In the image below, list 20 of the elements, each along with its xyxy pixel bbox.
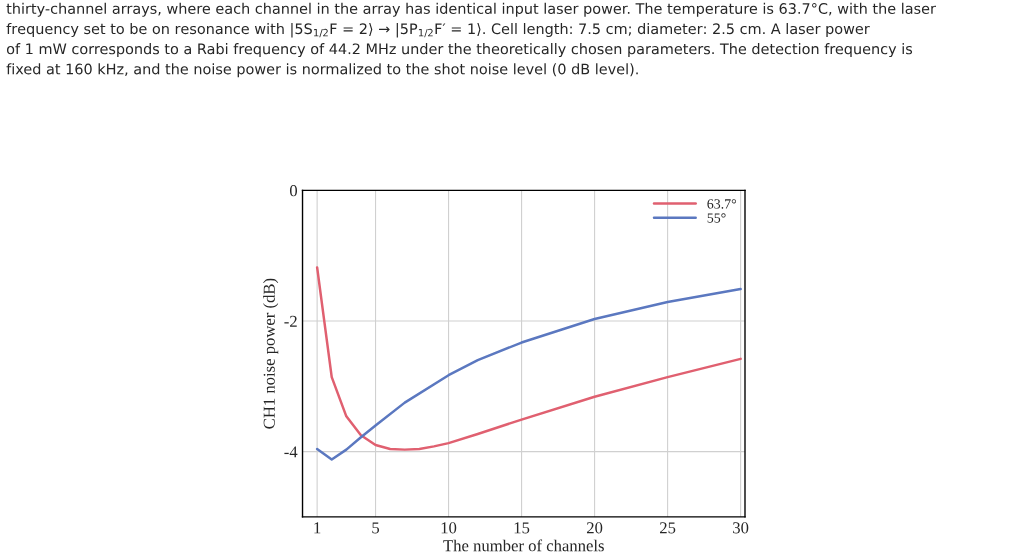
x-tick-label: 10: [441, 522, 457, 534]
text: fixed at 160 kHz, and the noise power is normalized to the shot noise level (0 dB level).: [6, 63, 638, 78]
x-tick-label: 15: [514, 522, 530, 534]
x-tick-label: 30: [733, 522, 749, 534]
text: frequency set to be on resonance with |5S$_{1/2}$F = 2⟩ → |5P$_{1/2}$F′ = 1⟩. Cell length: 7.5 cm; diameter: 2.5 cm. A laser power: [6, 22, 870, 38]
x-tick-label: 5: [372, 522, 380, 534]
x-tick-label: 1: [314, 522, 321, 534]
y-axis-title: CH1 noise power (dB): [263, 278, 279, 429]
y-tick-label: -2: [284, 315, 297, 327]
line-series: [315, 287, 742, 461]
text: of 1 mW corresponds to a Rabi frequency of 44.2 MHz under the theoretically chosen parameters. The detection frequency is: [6, 43, 913, 58]
x-tick-label: 20: [586, 522, 603, 534]
text: thirty-channel arrays, where each channel in the array has identical input laser power. The temperature is 63.7°C, with the laser: [6, 2, 936, 17]
y-tick-label: 0: [289, 185, 298, 197]
x-tick-label: 25: [660, 522, 676, 534]
legend-label: 55°: [707, 213, 726, 223]
line-series: [315, 266, 742, 451]
y-tick-label: -4: [284, 446, 298, 458]
legend-label: 63.7°: [707, 199, 736, 209]
x-axis-title: The number of channels: [443, 539, 604, 552]
